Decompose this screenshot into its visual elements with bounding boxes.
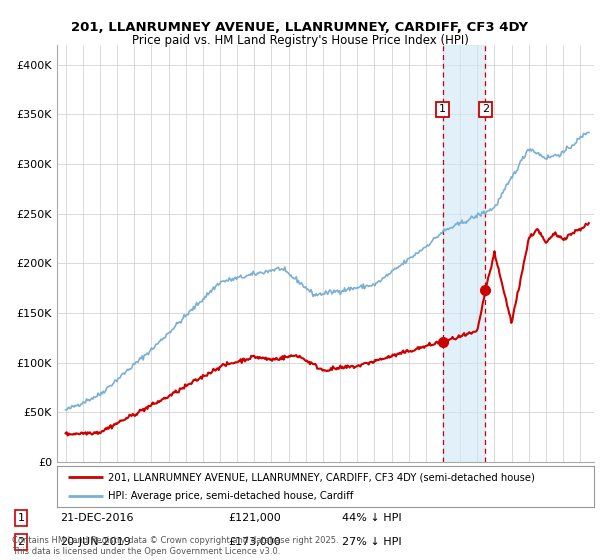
- Text: 27% ↓ HPI: 27% ↓ HPI: [342, 537, 401, 547]
- Text: 2: 2: [482, 104, 489, 114]
- Text: 1: 1: [439, 104, 446, 114]
- Text: 44% ↓ HPI: 44% ↓ HPI: [342, 513, 401, 523]
- Text: 21-DEC-2016: 21-DEC-2016: [60, 513, 133, 523]
- Text: £121,000: £121,000: [228, 513, 281, 523]
- Text: 2: 2: [17, 537, 25, 547]
- Bar: [443, 45, 485, 462]
- Text: 1: 1: [17, 513, 25, 523]
- Text: Contains HM Land Registry data © Crown copyright and database right 2025.
This d: Contains HM Land Registry data © Crown c…: [12, 536, 338, 556]
- Text: 201, LLANRUMNEY AVENUE, LLANRUMNEY, CARDIFF, CF3 4DY: 201, LLANRUMNEY AVENUE, LLANRUMNEY, CARD…: [71, 21, 529, 34]
- Text: 20-JUN-2019: 20-JUN-2019: [60, 537, 131, 547]
- Text: 201, LLANRUMNEY AVENUE, LLANRUMNEY, CARDIFF, CF3 4DY (semi-detached house): 201, LLANRUMNEY AVENUE, LLANRUMNEY, CARD…: [108, 473, 535, 482]
- Text: HPI: Average price, semi-detached house, Cardiff: HPI: Average price, semi-detached house,…: [108, 491, 353, 501]
- Text: £173,000: £173,000: [228, 537, 281, 547]
- Text: Price paid vs. HM Land Registry's House Price Index (HPI): Price paid vs. HM Land Registry's House …: [131, 34, 469, 46]
